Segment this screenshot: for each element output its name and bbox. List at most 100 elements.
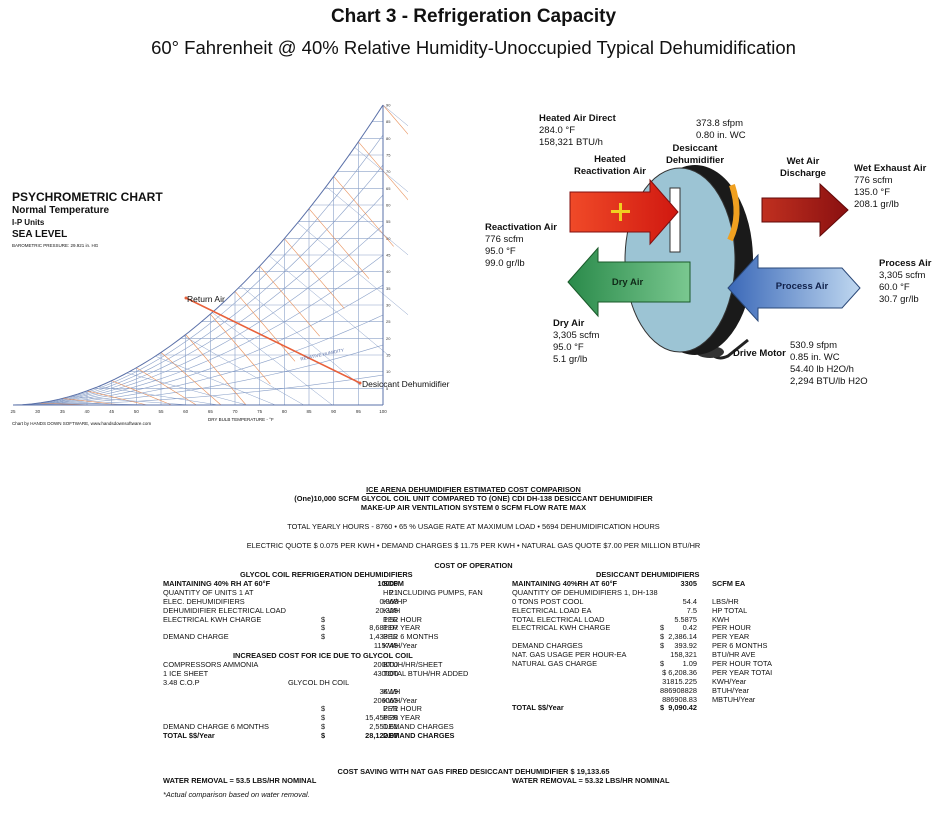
y-tick-label: 60 (386, 203, 391, 208)
psy-x-axis-label: DRY BULB TEMPERATURE - °F (208, 417, 274, 422)
psychrometric-chart: 25 30 35 40 45 50 55 60 65 70 75 80 85 90 95 100 5 10 15 20… (8, 100, 504, 430)
table-cell: 2.71 (383, 704, 398, 714)
y-tick-label: 25 (386, 319, 391, 324)
table-cell: PER YEAR (383, 713, 421, 723)
wetbulb-line (111, 380, 172, 406)
rh-curve (12, 224, 384, 406)
table-cell: $ (321, 614, 326, 624)
enthalpy-line (297, 222, 418, 323)
heater-plus-icon (611, 203, 630, 221)
quotes-line: ELECTRIC QUOTE $ 0.075 PER KWH • DEMAND … (246, 541, 701, 550)
heated-reactivation-label: Heated Reactivation Air (574, 154, 646, 177)
table-cell: PER 6 MONTHS (383, 632, 439, 642)
table-cell: PER HOUR TOTA (712, 659, 772, 669)
table-cell: 54.4 (682, 596, 697, 606)
wetbulb-line (308, 208, 370, 279)
table-cell: $ (321, 713, 326, 723)
table-cell: PER HOUR (383, 704, 423, 714)
rh-curve (12, 344, 384, 406)
wet-air-discharge-arrow (761, 182, 849, 238)
y-tick-label: 40 (386, 269, 391, 274)
table-cell: PER YEAR TOTAI (712, 667, 773, 677)
x-tick-label: 65 (208, 409, 214, 414)
x-tick-label: 50 (134, 409, 140, 414)
table-cell: GLYCOL DH COIL (288, 677, 350, 687)
table-cell: BTUH/Year (712, 685, 750, 695)
table-cell: KWH/Year (712, 676, 747, 686)
table-cell: PER HOUR (712, 623, 752, 633)
psy-title: PSYCHROMETRIC CHART (12, 190, 163, 204)
table-cell: DEMAND CHARGE 6 MONTHS (163, 722, 269, 732)
table-cell: 2,386.14 (668, 632, 697, 642)
y-tick-label: 85 (386, 119, 391, 124)
x-tick-label: 95 (356, 409, 362, 414)
wetbulb-line (185, 334, 246, 405)
y-tick-label: 65 (386, 186, 391, 191)
rotation-arrow (727, 184, 740, 242)
y-tick-label: 50 (386, 236, 391, 241)
table-cell: 206063 (373, 695, 398, 705)
increased-heading: INCREASED COST FOR ICE DUE TO GLYCOL COI… (233, 651, 413, 660)
table-cell: TOTAL $$/Year (512, 703, 564, 713)
psy-credit: Chart by HANDS DOWN SOFTWARE, www.handsd… (12, 421, 152, 426)
table-cell: LBS/HR (712, 596, 739, 606)
x-tick-label: 75 (257, 409, 263, 414)
wetbulb-line (160, 352, 222, 406)
wetbulb-line (210, 313, 271, 385)
table-cell: QUANTITY OF UNITS 1 AT (163, 587, 254, 597)
x-tick-label: 25 (10, 409, 16, 414)
return-air-label: Return Air (187, 294, 225, 304)
table-cell: 3.48 C.O.P (163, 677, 200, 687)
table-cell: 430000 (373, 668, 398, 678)
rh-curve (12, 164, 384, 406)
rh-curve (12, 314, 384, 406)
psy-line1: Normal Temperature (12, 205, 110, 216)
table-cell: PER 6 MONTHS (712, 641, 768, 651)
drive-motor-label: Drive Motor (733, 348, 786, 359)
table-cell: 20.328 (375, 605, 398, 615)
y-tick-label: 10 (386, 369, 391, 374)
y-tick-label: 55 (386, 219, 391, 224)
wetbulb-line (136, 367, 197, 406)
enthalpy-line (98, 386, 219, 406)
dry-air-arrow (567, 246, 691, 318)
cost-heading-2: (One)10,000 SCFM GLYCOL COIL UNIT COMPAR… (294, 494, 653, 503)
x-tick-label: 90 (331, 409, 337, 414)
table-cell: 886908.83 (662, 694, 697, 704)
table-cell: BTUH/HR/SHEET (383, 660, 443, 669)
process-air-arrow-label: Process Air (775, 281, 829, 292)
table-cell: COMPRESSORS AMMONIA (163, 660, 259, 669)
x-tick-label: 55 (158, 409, 164, 414)
table-cell: 7.5 (686, 605, 697, 615)
y-tick-label: 45 (386, 253, 391, 258)
y-tick-label: 15 (386, 353, 391, 358)
table-cell: 0.968 (379, 596, 399, 606)
y-tick-label: 35 (386, 286, 391, 291)
table-cell: 1.09 (682, 659, 697, 669)
table-cell: ELECTRICAL LOAD EA (512, 605, 592, 615)
x-tick-label: 80 (282, 409, 288, 414)
table-cell: 9,090.42 (668, 703, 697, 713)
process-line (185, 297, 361, 384)
x-tick-label: 60 (183, 409, 189, 414)
cost-of-operation: COST OF OPERATION (434, 561, 513, 570)
wetbulb-line (86, 390, 148, 406)
footnote: *Actual comparison based on water remova… (163, 790, 310, 799)
table-cell: $ (321, 731, 326, 741)
saturation-curve (12, 104, 384, 406)
x-tick-label: 70 (232, 409, 238, 414)
table-cell: NATURAL GAS CHARGE (512, 659, 598, 669)
table-cell: $ (321, 632, 326, 642)
wetbulb-line (234, 291, 296, 362)
table-cell: DEMAND CHARGES (383, 731, 455, 741)
y-tick-label: 5 (386, 386, 389, 391)
table-cell: KWH/Year (383, 641, 418, 651)
table-cell: 0 TONS POST COOL (512, 596, 584, 606)
table-cell: HP INCLUDING PUMPS, FAN (383, 587, 483, 597)
table-cell: 2,551.61 (369, 722, 398, 732)
return-air-point (184, 296, 188, 300)
table-cell: 31815.225 (662, 676, 697, 686)
table-cell: $ (321, 623, 326, 633)
table-cell: QUANTITY OF DEHUMIDIFIERS 1, DH-138 (512, 587, 658, 597)
wet-air-label: Wet Air Discharge (780, 156, 826, 179)
